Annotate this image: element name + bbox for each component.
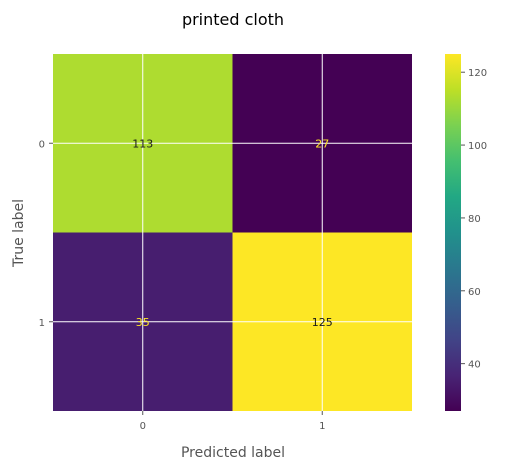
colorbar-tick-label: 120 xyxy=(468,68,487,79)
colorbar-tick-label: 100 xyxy=(468,141,487,152)
grid-lines xyxy=(53,54,412,411)
colorbar-tick-label: 80 xyxy=(468,214,481,225)
cell-value-label: 35 xyxy=(136,316,150,329)
x-axis-label: Predicted label xyxy=(181,445,285,461)
y-axis-label: True label xyxy=(11,199,27,268)
chart-title: printed cloth xyxy=(182,10,284,29)
axis-ticks: 0 1 0 1 xyxy=(39,139,326,432)
x-tick-label: 0 xyxy=(140,421,146,432)
x-tick-label: 1 xyxy=(319,421,325,432)
cell-value-label: 27 xyxy=(315,137,329,150)
cell-value-label: 125 xyxy=(312,316,333,329)
heatmap-cells xyxy=(53,54,412,411)
colorbar-ticks: 40 60 80 100 120 xyxy=(461,68,487,371)
cell-value-label: 113 xyxy=(132,137,153,150)
cell-value-labels: 113 27 35 125 xyxy=(132,137,333,329)
y-tick-label: 0 xyxy=(39,139,45,150)
colorbar xyxy=(445,54,461,411)
y-tick-label: 1 xyxy=(39,318,45,329)
colorbar-tick-label: 40 xyxy=(468,360,481,371)
colorbar-tick-label: 60 xyxy=(468,287,481,298)
